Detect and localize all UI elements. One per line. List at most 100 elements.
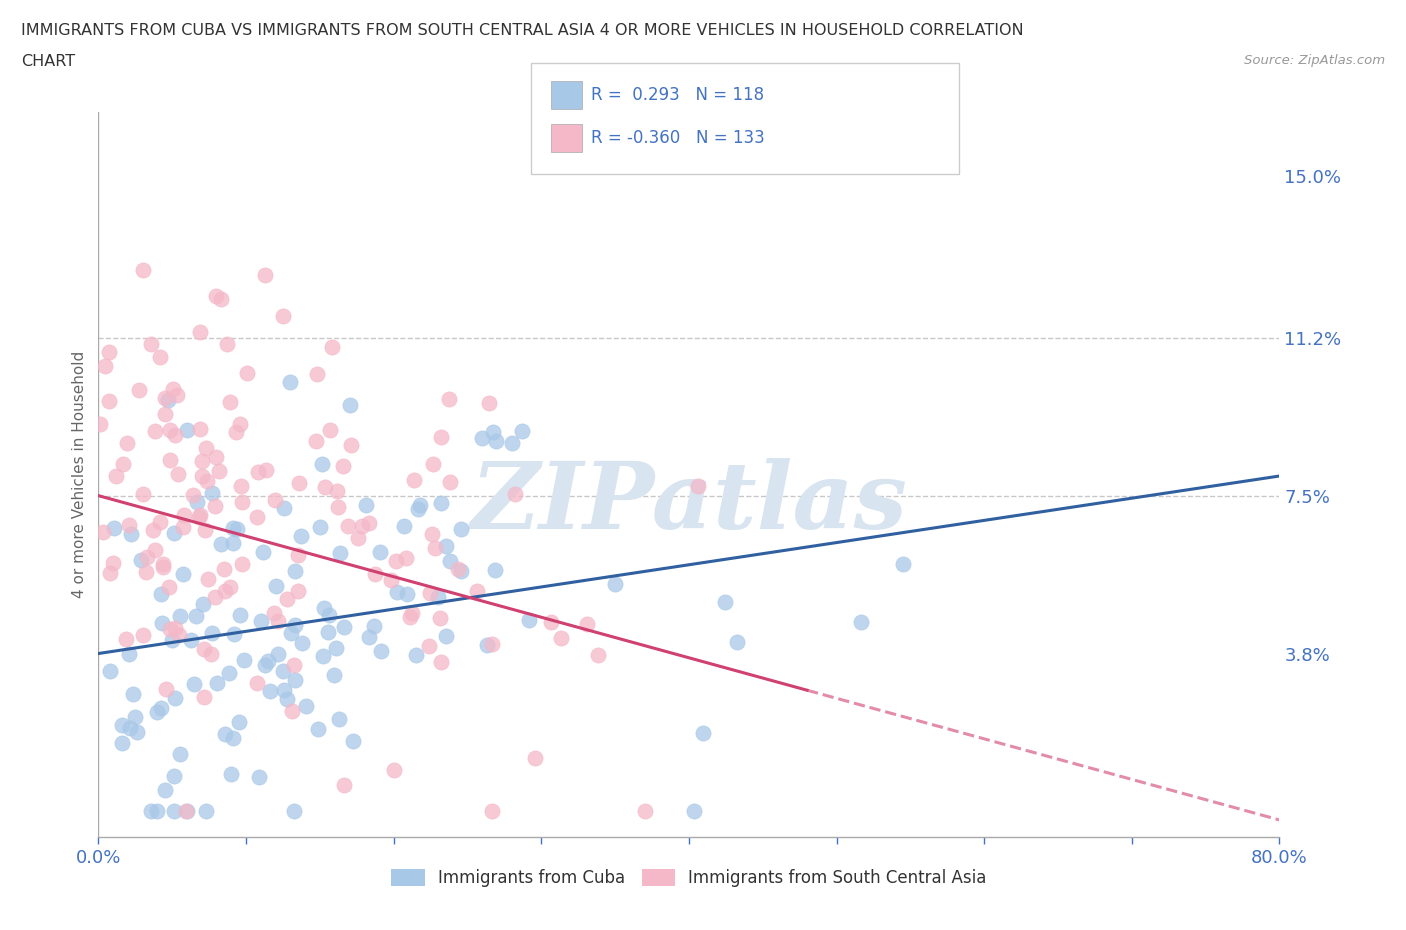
Point (328, 499, 350, 514)
Point (98, 393, 121, 408)
Text: R = -0.360   N = 133: R = -0.360 N = 133 (591, 128, 765, 147)
Point (146, 704, 169, 719)
Point (183, 676, 205, 691)
Point (380, 573, 402, 588)
Point (429, 611, 451, 626)
Point (155, 682, 177, 697)
Point (219, 579, 242, 594)
Point (447, 562, 470, 577)
Point (314, 601, 336, 616)
Point (180, 632, 202, 647)
Point (399, 609, 422, 624)
Point (307, 367, 329, 382)
Point (287, 475, 309, 490)
Point (439, 474, 461, 489)
Point (233, 653, 256, 668)
Point (523, 751, 546, 765)
Point (339, 438, 361, 453)
Point (156, 392, 179, 407)
Point (333, 619, 356, 634)
Point (98, 565, 121, 580)
Point (143, 542, 166, 557)
Point (101, 555, 124, 570)
Point (311, 648, 333, 663)
Point (318, 423, 340, 438)
Point (89, 417, 111, 432)
Point (124, 709, 146, 724)
Point (284, 564, 307, 578)
Text: CHART: CHART (21, 54, 75, 69)
Point (725, 635, 748, 650)
Point (235, 365, 257, 380)
Point (267, 614, 290, 629)
Point (450, 564, 472, 578)
Point (278, 374, 301, 389)
Point (465, 583, 488, 598)
Point (157, 579, 180, 594)
Point (503, 486, 526, 501)
Point (155, 391, 177, 405)
Point (425, 540, 447, 555)
Point (122, 686, 145, 701)
Point (200, 646, 222, 661)
Point (382, 763, 405, 777)
Point (419, 586, 441, 601)
Point (409, 498, 432, 512)
Point (214, 584, 236, 599)
Legend: Immigrants from Cuba, Immigrants from South Central Asia: Immigrants from Cuba, Immigrants from So… (384, 862, 994, 894)
Point (339, 398, 361, 413)
Point (430, 655, 453, 670)
Point (111, 718, 134, 733)
Point (132, 627, 155, 642)
Point (354, 498, 377, 512)
Point (405, 647, 427, 662)
Point (207, 675, 229, 690)
Point (295, 698, 318, 713)
Point (172, 520, 194, 535)
Point (316, 624, 339, 639)
Point (159, 621, 181, 636)
Point (247, 464, 270, 479)
Point (322, 668, 344, 683)
Point (201, 626, 224, 641)
Point (193, 690, 215, 705)
Point (204, 498, 226, 513)
Point (575, 617, 598, 631)
Point (231, 556, 253, 571)
Point (150, 587, 173, 602)
Point (328, 711, 350, 726)
Point (186, 609, 208, 624)
Point (188, 422, 211, 437)
Point (325, 483, 347, 498)
Point (149, 350, 172, 365)
Point (370, 644, 392, 658)
Point (174, 804, 197, 818)
Point (401, 605, 423, 620)
Point (163, 690, 186, 705)
Point (290, 528, 312, 543)
Point (91, 525, 114, 539)
Point (271, 309, 294, 324)
Point (430, 429, 453, 444)
Point (318, 607, 340, 622)
Point (205, 449, 228, 464)
Point (333, 777, 356, 792)
Point (188, 508, 211, 523)
Point (218, 666, 240, 681)
Point (209, 292, 232, 307)
Point (114, 631, 136, 646)
Point (226, 522, 249, 537)
Point (394, 551, 416, 565)
Point (283, 804, 305, 818)
Point (287, 547, 309, 562)
Point (307, 722, 329, 737)
Point (129, 552, 152, 567)
Point (418, 638, 440, 653)
Point (176, 423, 198, 438)
Point (364, 567, 387, 582)
Point (385, 553, 408, 568)
Point (247, 770, 270, 785)
Point (111, 735, 134, 750)
Point (183, 487, 205, 502)
Point (163, 769, 186, 784)
